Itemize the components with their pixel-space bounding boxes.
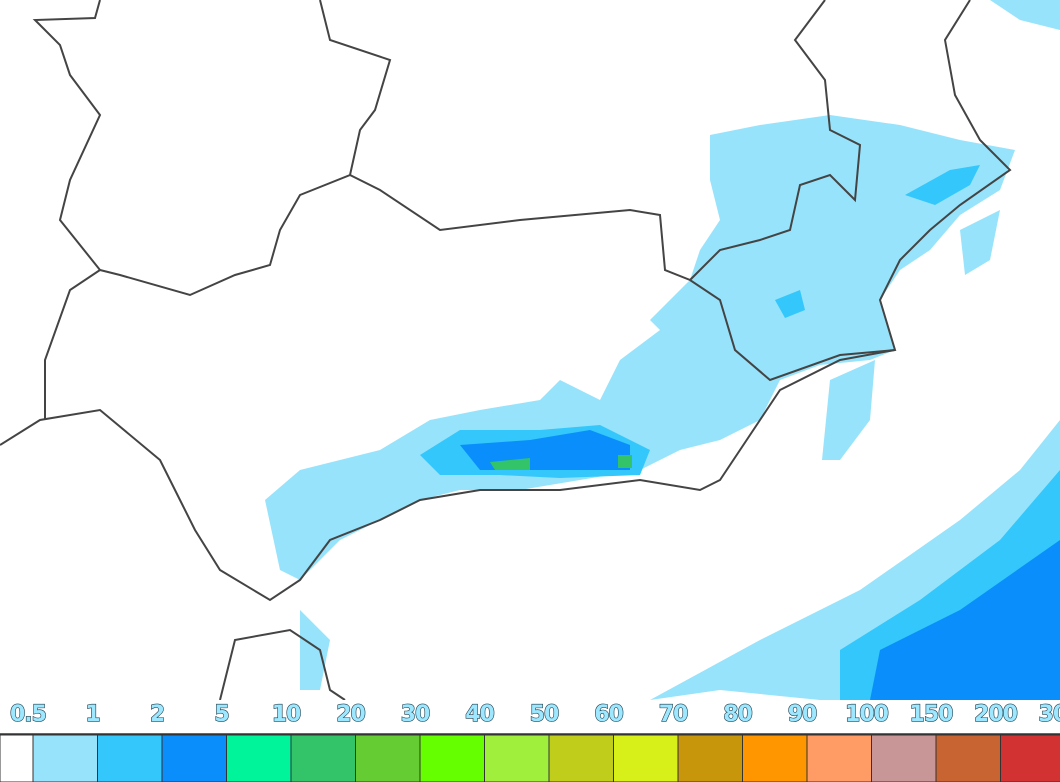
legend-swatch (484, 734, 550, 782)
legend-label: 40 (465, 702, 494, 727)
coastline (0, 349, 896, 602)
legend-swatch (871, 734, 937, 782)
rain-area (822, 360, 875, 460)
precipitation-areas (265, 0, 1060, 700)
legend-label: 20 (336, 702, 365, 727)
legend-label: 70 (659, 702, 688, 727)
legend-label: 0.5 (10, 702, 46, 727)
legend-swatch (548, 734, 614, 782)
legend-swatch (806, 734, 872, 782)
legend-label: 90 (788, 702, 817, 727)
rain-area (775, 290, 805, 318)
legend-swatch (742, 734, 808, 782)
legend-label: 100 (845, 702, 889, 727)
legend: 0.5 1 2 5 10 20 30 40 50 60 70 80 90 100 150 200 300 (0, 701, 1060, 782)
legend-label: 150 (910, 702, 954, 727)
legend-swatch (677, 734, 743, 782)
rain-area (960, 210, 1000, 275)
borders (0, 0, 1012, 701)
legend-swatch (0, 734, 34, 782)
legend-swatch (161, 734, 227, 782)
rain-area (870, 540, 1060, 700)
rain-area (990, 0, 1060, 30)
legend-swatch (1000, 734, 1060, 782)
legend-swatch (419, 734, 485, 782)
legend-label: 50 (530, 702, 559, 727)
border (689, 0, 862, 281)
legend-label: 10 (272, 702, 301, 727)
legend-swatch (290, 734, 356, 782)
border (349, 0, 1012, 382)
legend-swatch (355, 734, 421, 782)
legend-label: 60 (594, 702, 623, 727)
legend-label: 30 (401, 702, 430, 727)
legend-label: 80 (723, 702, 752, 727)
rain-area (300, 610, 330, 690)
legend-swatch (935, 734, 1001, 782)
legend-swatch (613, 734, 679, 782)
legend-swatch (226, 734, 292, 782)
legend-label: 5 (214, 702, 228, 727)
border (32, 0, 102, 420)
border (99, 0, 392, 297)
legend-label: 1 (85, 702, 99, 727)
legend-label: 300 (1039, 702, 1060, 727)
rain-area (265, 115, 1015, 580)
rain-area (618, 455, 632, 468)
legend-swatch (97, 734, 163, 782)
rain-area (460, 430, 630, 470)
legend-swatch (32, 734, 98, 782)
coastline (219, 628, 346, 701)
legend-label: 2 (150, 702, 164, 727)
rain-area (490, 458, 530, 470)
legend-label: 200 (974, 702, 1018, 727)
rain-area (905, 165, 980, 205)
